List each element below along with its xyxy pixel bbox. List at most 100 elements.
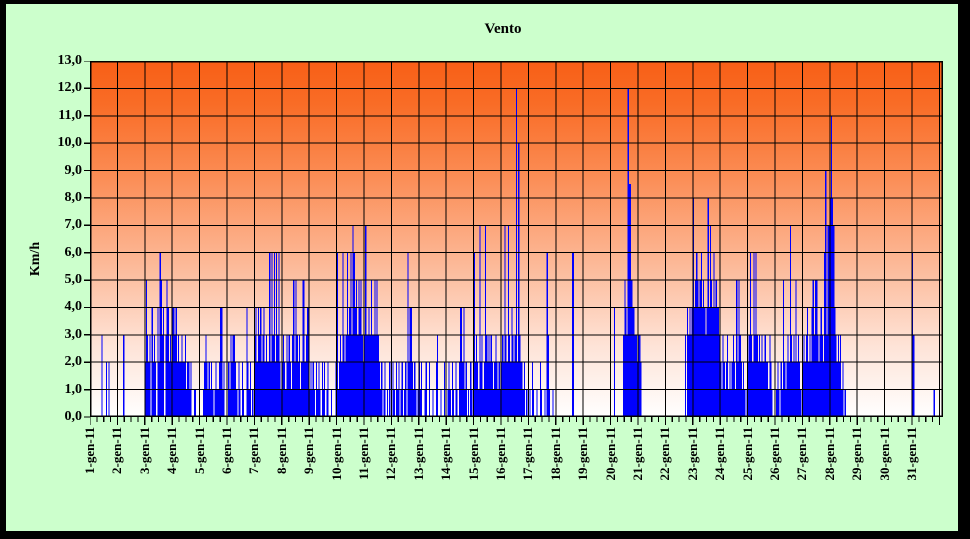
wind-bar: [730, 389, 732, 417]
wind-bar: [258, 334, 261, 417]
wind-bar: [764, 334, 766, 417]
x-tick-label: 11-gen-11: [356, 427, 371, 480]
wind-bar: [254, 334, 256, 417]
wind-bar: [317, 389, 319, 417]
y-tick-label: 10,0: [57, 135, 83, 151]
x-tick-label: 20-gen-11: [602, 427, 618, 481]
wind-bar: [277, 334, 279, 417]
wind-bar: [290, 389, 293, 417]
wind-bar: [789, 225, 791, 417]
wind-bar: [212, 389, 214, 417]
wind-bar: [232, 334, 234, 417]
wind-bar: [296, 334, 298, 417]
wind-bar: [505, 334, 507, 417]
wind-bar: [432, 389, 434, 417]
wind-bar: [481, 334, 483, 417]
x-tick-label: 12-gen-11: [383, 427, 399, 481]
wind-bar: [833, 225, 835, 417]
x-tick-label: 17-gen-11: [520, 427, 536, 481]
y-tick-label: 6,0: [64, 244, 83, 260]
x-tick-label: 30-gen-11: [876, 427, 892, 481]
wind-bar: [209, 389, 212, 417]
wind-bar: [739, 334, 741, 417]
wind-bar: [771, 389, 773, 417]
wind-bar: [437, 334, 439, 417]
x-tick-label: 3-gen-11: [136, 427, 152, 474]
wind-bar: [490, 334, 492, 417]
wind-bar: [195, 389, 197, 417]
x-tick-label: 15-gen-11: [465, 427, 481, 481]
wind-bar: [624, 280, 626, 417]
wind-bar: [536, 389, 538, 417]
wind-bar: [835, 334, 837, 417]
y-tick-label: 3,0: [64, 326, 83, 342]
wind-bar: [785, 389, 787, 417]
wind-bar: [286, 334, 288, 417]
wind-bar: [732, 334, 734, 417]
wind-bar: [751, 334, 753, 417]
x-tick-label: 19-gen-11: [575, 427, 591, 481]
wind-bar: [397, 389, 399, 417]
wind-bar: [419, 389, 422, 417]
wind-bar: [352, 225, 354, 417]
wind-bar: [189, 389, 191, 417]
wind-bar: [529, 389, 531, 417]
wind-bar: [214, 389, 216, 417]
wind-bar: [174, 334, 176, 417]
wind-bar: [145, 280, 148, 417]
wind-bar: [497, 389, 499, 417]
wind-bar: [552, 389, 554, 417]
wind-bar: [369, 334, 371, 417]
wind-bar: [149, 334, 151, 417]
wind-bar: [360, 280, 362, 417]
wind-bar: [809, 334, 811, 417]
wind-bar: [475, 334, 478, 417]
x-tick-label: 13-gen-11: [410, 427, 426, 481]
wind-bar: [514, 334, 516, 417]
wind-bar: [507, 225, 509, 417]
x-tick-label: 18-gen-11: [547, 427, 563, 481]
wind-bar: [207, 389, 209, 417]
wind-bar: [493, 389, 495, 417]
wind-bar: [695, 280, 697, 417]
wind-bar: [303, 280, 305, 417]
wind-bar: [817, 334, 819, 417]
y-tick-label: 12,0: [57, 80, 83, 96]
wind-bar: [280, 389, 282, 417]
wind-bar: [705, 334, 707, 417]
wind-bar: [101, 334, 103, 417]
wind-bar: [282, 334, 285, 417]
wind-bar: [358, 280, 360, 417]
wind-bar: [628, 184, 631, 417]
wind-bar: [933, 389, 935, 417]
wind-bar: [288, 334, 290, 417]
wind-bar: [393, 389, 395, 417]
wind-bar: [302, 280, 304, 417]
wind-bar: [478, 389, 480, 417]
wind-bar: [365, 225, 367, 417]
wind-bar: [147, 334, 149, 417]
wind-bar: [298, 334, 301, 417]
y-tick-label: 8,0: [64, 189, 83, 205]
x-tick-label: 6-gen-11: [219, 427, 234, 474]
wind-bar: [367, 334, 369, 417]
wind-bar: [756, 334, 758, 417]
chart-panel: Vento Km/h 13,0 12,0 11,0 10,0 9,0 8,0 7,0 6,0 5…: [6, 4, 958, 531]
wind-bar: [343, 334, 345, 417]
wind-bar: [699, 280, 701, 417]
wind-bar: [631, 280, 633, 417]
wind-bar: [508, 334, 511, 417]
wind-bar: [826, 334, 828, 417]
wind-bar: [526, 389, 528, 417]
wind-bar: [776, 389, 778, 417]
wind-bar: [540, 389, 543, 417]
wind-bar: [184, 334, 186, 417]
wind-bar: [177, 334, 180, 417]
x-tick-label: 24-gen-11: [712, 427, 728, 481]
wind-bar: [348, 334, 350, 417]
wind-bar: [512, 334, 514, 417]
wind-bar: [703, 280, 705, 417]
wind-bar: [252, 389, 254, 417]
wind-bar: [634, 334, 636, 417]
wind-bar: [169, 334, 172, 417]
